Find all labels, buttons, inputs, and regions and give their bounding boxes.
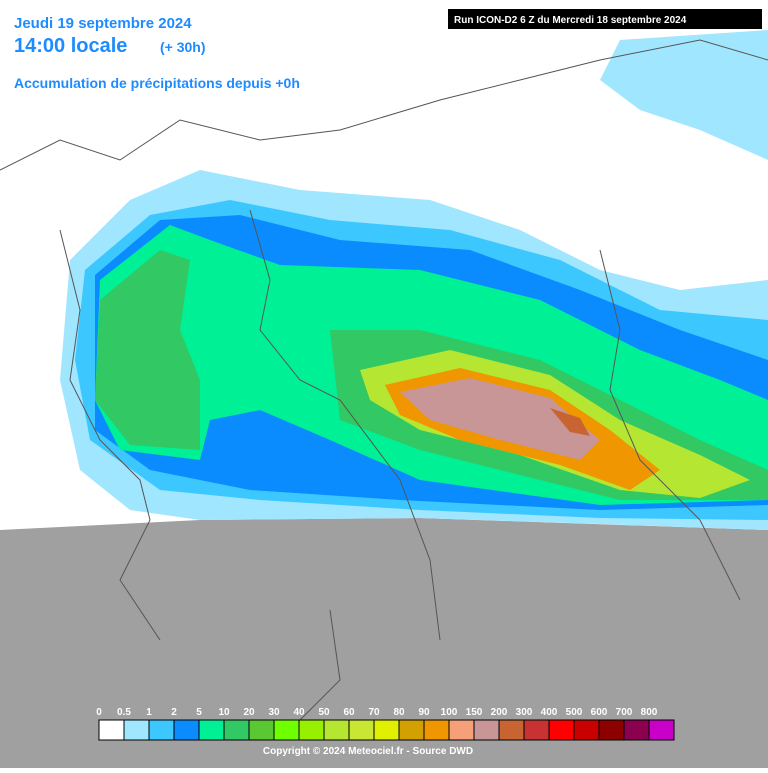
precipitation xyxy=(60,30,768,530)
legend-label: 0.5 xyxy=(117,707,131,718)
legend-label: 150 xyxy=(466,707,483,718)
legend-swatch xyxy=(198,719,225,741)
legend-swatch xyxy=(123,719,150,741)
borders xyxy=(0,39,768,721)
legend-label: 0 xyxy=(96,707,102,718)
border xyxy=(59,229,161,641)
legend-swatch xyxy=(98,719,125,741)
legend-label: 30 xyxy=(268,707,280,718)
legend-swatch xyxy=(423,719,450,741)
area-150 xyxy=(400,378,600,460)
border xyxy=(599,249,741,601)
date: Jeudi 19 septembre 2024 xyxy=(14,15,192,32)
area-10 xyxy=(95,250,200,450)
legend-label: 1 xyxy=(146,707,152,718)
legend-swatch xyxy=(448,719,475,741)
legend-swatch xyxy=(498,719,525,741)
legend-swatch xyxy=(148,719,175,741)
legend-label: 800 xyxy=(641,707,658,718)
legend-swatch xyxy=(523,719,550,741)
legend-swatch xyxy=(323,719,350,741)
legend-label: 60 xyxy=(343,707,355,718)
area-200 xyxy=(550,408,590,436)
run-box xyxy=(448,9,762,29)
time: 14:00 locale xyxy=(14,35,127,57)
legend-label: 10 xyxy=(218,707,230,718)
legend-label: 20 xyxy=(243,707,255,718)
legend-label: 400 xyxy=(541,707,558,718)
legend-swatch xyxy=(273,719,300,741)
legend-label: 300 xyxy=(516,707,533,718)
no-data-area xyxy=(0,518,768,768)
border xyxy=(0,39,768,171)
subtitle: Accumulation de précipitations depuis +0… xyxy=(14,75,300,91)
legend-swatch xyxy=(473,719,500,741)
legend-swatch xyxy=(598,719,625,741)
legend-swatch xyxy=(348,719,375,741)
legend-label: 700 xyxy=(616,707,633,718)
border xyxy=(299,609,341,721)
legend-label: 500 xyxy=(566,707,583,718)
legend-swatch xyxy=(573,719,600,741)
legend-swatch xyxy=(398,719,425,741)
legend-label: 5 xyxy=(196,707,202,718)
copyright: Copyright © 2024 Meteociel.fr - Source D… xyxy=(263,746,473,757)
run-label: Run ICON-D2 6 Z du Mercredi 18 septembre… xyxy=(454,15,687,26)
legend-label: 100 xyxy=(441,707,458,718)
legend-label: 80 xyxy=(393,707,405,718)
legend-label: 90 xyxy=(418,707,430,718)
legend-label: 2 xyxy=(171,707,177,718)
legend-swatch xyxy=(173,719,200,741)
legend-swatch xyxy=(623,719,650,741)
legend-label: 50 xyxy=(318,707,330,718)
legend-swatch xyxy=(248,719,275,741)
legend-swatch xyxy=(298,719,325,741)
legend-label: 200 xyxy=(491,707,508,718)
legend: 0 0.5 1 2 5 10 20 30 40 50 60 70 80 90 100 150 200 300 400… xyxy=(96,707,675,741)
legend-swatch xyxy=(648,719,675,741)
lead-time: (+ 30h) xyxy=(160,39,206,55)
legend-swatch xyxy=(373,719,400,741)
legend-label: 600 xyxy=(591,707,608,718)
legend-swatch xyxy=(223,719,250,741)
border xyxy=(249,209,441,641)
legend-swatch xyxy=(548,719,575,741)
legend-label: 70 xyxy=(368,707,380,718)
area-0-5 xyxy=(600,30,768,160)
legend-label: 40 xyxy=(293,707,305,718)
